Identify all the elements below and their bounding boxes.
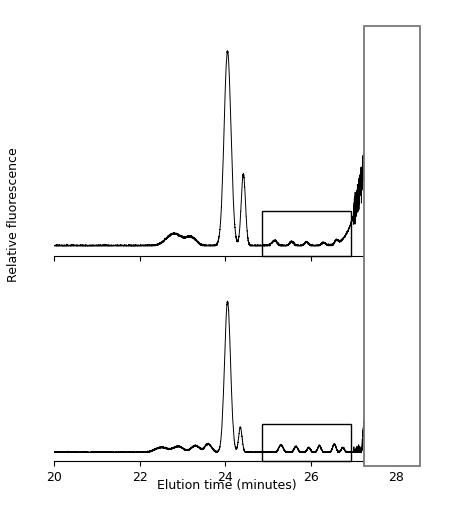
Text: Elution time (minutes): Elution time (minutes)	[157, 479, 297, 492]
Bar	[262, 424, 351, 461]
Bar	[262, 211, 351, 256]
Text: Relative fluorescence: Relative fluorescence	[7, 147, 20, 283]
